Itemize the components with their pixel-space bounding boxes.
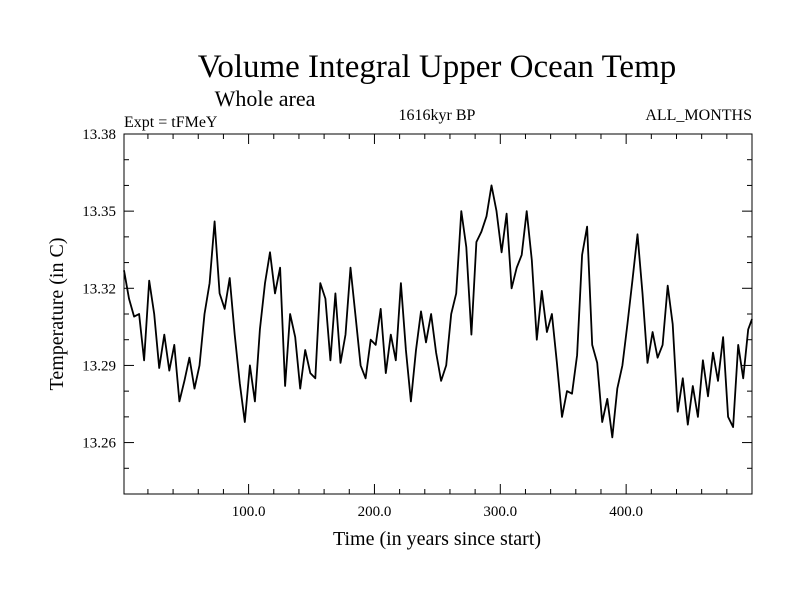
x-axis: 100.0 200.0 300.0 400.0	[147, 134, 728, 520]
y-tick-label: 13.38	[82, 127, 116, 143]
x-tick-label: 300.0	[483, 504, 517, 520]
x-tick-label: 200.0	[358, 504, 392, 520]
y-tick-label: 13.35	[82, 204, 116, 220]
temperature-series-line	[123, 184, 753, 439]
y-tick-label: 13.26	[82, 436, 116, 452]
annotation-experiment: Expt = tFMeY	[124, 114, 218, 131]
y-axis-label: Temperature (in C)	[46, 238, 68, 391]
chart-title: Volume Integral Upper Ocean Temp	[198, 49, 676, 85]
y-axis: 13.26 13.29 13.32 13.35 13.38	[82, 127, 752, 495]
annotation-months: ALL_MONTHS	[645, 107, 752, 124]
chart-subtitle: Whole area	[215, 86, 316, 111]
plot-frame	[123, 133, 753, 495]
x-tick-label: 100.0	[232, 504, 266, 520]
y-tick-label: 13.29	[82, 358, 116, 374]
x-tick-label: 400.0	[609, 504, 643, 520]
x-axis-label: Time (in years since start)	[333, 528, 541, 550]
y-tick-label: 13.32	[82, 281, 116, 297]
annotation-period: 1616kyr BP	[399, 107, 476, 124]
